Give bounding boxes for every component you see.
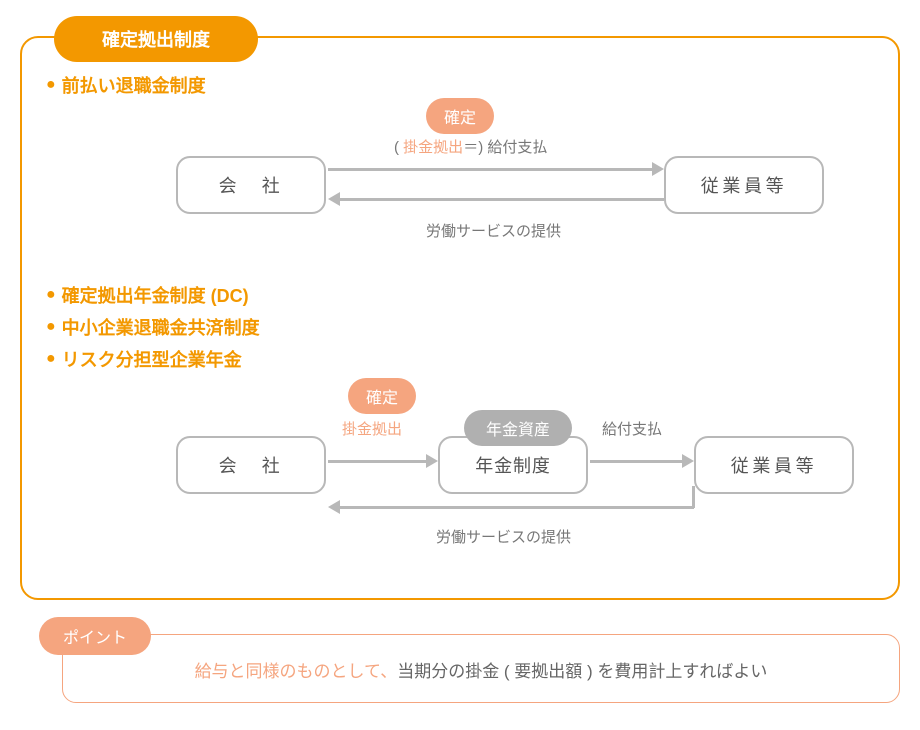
point-pill: ポイント	[39, 617, 151, 655]
point-text: 給与と同様のものとして、当期分の掛金 ( 要拠出額 ) を費用計上すればよい	[91, 657, 871, 682]
bullet-prepaid: 前払い退職金制度	[46, 72, 874, 98]
diagram-prepaid: 確定 ( 掛金拠出＝) 給付支払 会 社 従業員等 労働サービスの提供	[46, 104, 874, 274]
arrow-return-2	[338, 506, 694, 509]
point-highlight: 給与と同様のものとして、	[195, 662, 398, 681]
bullet-dc: 確定拠出年金制度 (DC)	[46, 282, 874, 308]
label-payment: 給付支払	[602, 418, 662, 439]
arrow-m-r-head	[682, 454, 694, 468]
arrow-top-1-head	[652, 162, 664, 176]
node-company-1: 会 社	[176, 156, 326, 214]
bullet-sme: 中小企業退職金共済制度	[46, 314, 874, 340]
bullet-prepaid-label: 前払い退職金制度	[62, 72, 206, 98]
paren-open: (	[394, 139, 403, 156]
point-frame: ポイント 給与と同様のものとして、当期分の掛金 ( 要拠出額 ) を費用計上すれ…	[62, 634, 900, 703]
node-company-2: 会 社	[176, 436, 326, 494]
bullet-sme-label: 中小企業退職金共済制度	[62, 314, 260, 340]
arrow-return-2-vert	[692, 486, 695, 508]
top-label-orange: 掛金拠出	[403, 139, 463, 156]
bottom-arrow-label-2: 労働サービスの提供	[436, 526, 571, 547]
node-employee-2: 従業員等	[694, 436, 854, 494]
arrow-bottom-1-head	[328, 192, 340, 206]
main-frame: 確定拠出制度 前払い退職金制度 確定 ( 掛金拠出＝) 給付支払 会 社 従業員…	[20, 36, 900, 600]
label-contribution: 掛金拠出	[342, 418, 402, 439]
node-employee-1: 従業員等	[664, 156, 824, 214]
arrow-return-2-head	[328, 500, 340, 514]
top-arrow-label-1: ( 掛金拠出＝) 給付支払	[394, 136, 547, 157]
arrow-l-m-head	[426, 454, 438, 468]
bullet-risk-label: リスク分担型企業年金	[62, 346, 242, 372]
arrow-top-1	[328, 168, 654, 171]
point-rest: 当期分の掛金 ( 要拠出額 ) を費用計上すればよい	[397, 662, 767, 681]
arrow-m-r	[590, 460, 684, 463]
arrow-bottom-1	[338, 198, 664, 201]
bullet-risk: リスク分担型企業年金	[46, 346, 874, 372]
paren-close-suffix: ＝) 給付支払	[463, 139, 547, 156]
diagram-dc: 確定 掛金拠出 年金資産 給付支払 会 社 年金制度 従業員等 労働サービスの提…	[46, 378, 874, 578]
bullet-dc-label: 確定拠出年金制度 (DC)	[62, 282, 249, 308]
arrow-l-m	[328, 460, 428, 463]
title-pill: 確定拠出制度	[54, 16, 258, 62]
bottom-arrow-label-1: 労働サービスの提供	[426, 220, 561, 241]
badge-confirm-2: 確定	[348, 378, 416, 414]
badge-confirm-1: 確定	[426, 98, 494, 134]
badge-asset: 年金資産	[464, 410, 572, 446]
